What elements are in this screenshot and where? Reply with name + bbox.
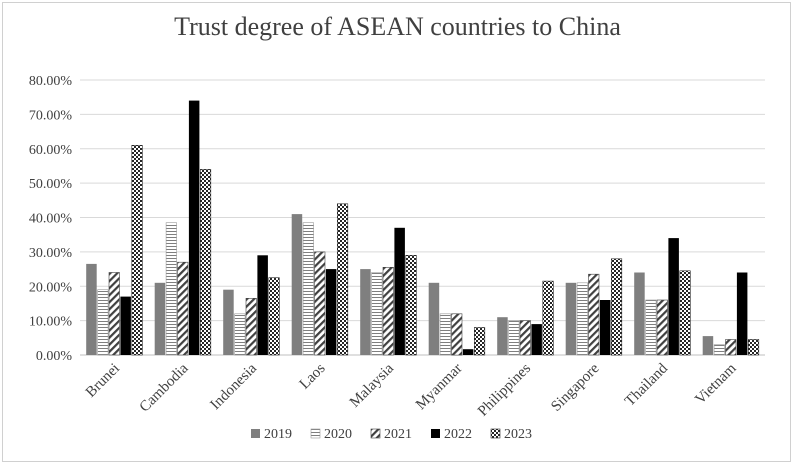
bar-2019-thailand	[634, 272, 645, 355]
bar-2019-brunei	[86, 263, 97, 355]
legend-label-2021: 2021	[384, 427, 412, 442]
bar-2021-cambodia	[177, 261, 189, 356]
y-tick-label: 10.00%	[29, 315, 73, 330]
legend-swatch-2022	[431, 429, 440, 438]
bar-2020-myanmar	[439, 313, 451, 356]
legend-label-2019: 2019	[264, 427, 292, 442]
bar-2023-brunei	[131, 145, 143, 356]
bar-2021-myanmar	[451, 313, 463, 356]
bar-2021-malaysia	[382, 266, 394, 356]
y-tick-label: 70.00%	[29, 108, 73, 123]
bar-2020-indonesia	[234, 313, 246, 356]
y-tick-label: 80.00%	[29, 74, 73, 89]
bar-2021-thailand	[656, 299, 668, 356]
bar-2023-philippines	[542, 280, 554, 356]
bar-2021-laos	[314, 251, 326, 356]
x-category-label: Singapore	[548, 360, 603, 415]
bar-2023-myanmar	[473, 327, 486, 356]
bar-2022-indonesia	[257, 255, 268, 355]
bar-2021-indonesia	[245, 297, 257, 356]
x-category-label: Brunei	[83, 361, 123, 401]
bar-2019-philippines	[497, 317, 508, 355]
bar-2023-thailand	[679, 270, 691, 356]
legend-swatch-2023	[490, 428, 501, 439]
bar-2021-brunei	[108, 272, 120, 356]
y-tick-label: 60.00%	[29, 143, 73, 158]
legend-swatch-2020	[310, 428, 321, 439]
bar-2020-vietnam	[713, 344, 725, 356]
chart-title: Trust degree of ASEAN countries to China	[174, 12, 621, 41]
bar-2020-brunei	[97, 289, 109, 356]
x-category-label: Cambodia	[137, 360, 192, 415]
bar-2019-vietnam	[702, 336, 714, 355]
y-tick-label: 30.00%	[29, 246, 73, 261]
x-axis-categories: Brunei Cambodia Indonesia Laos Malaysia Myanm…	[83, 360, 740, 419]
legend: 2019 2020 2021 2022 2023	[251, 427, 532, 442]
bar-2021-philippines	[519, 320, 531, 356]
bar-2022-cambodia	[188, 100, 200, 355]
bar-2021-vietnam	[725, 339, 737, 356]
legend-label-2022: 2022	[444, 427, 472, 442]
x-category-label: Philippines	[475, 360, 534, 419]
bar-2020-malaysia	[371, 272, 383, 356]
bar-2020-philippines	[508, 320, 520, 356]
legend-label-2023: 2023	[504, 427, 532, 442]
x-category-label: Malaysia	[347, 360, 397, 410]
bar-2023-vietnam	[747, 339, 760, 356]
bar-2022-philippines	[531, 324, 542, 355]
bar-2019-cambodia	[154, 282, 166, 355]
legend-swatch-2019	[251, 429, 260, 438]
bar-2019-myanmar	[428, 282, 440, 355]
y-tick-label: 0.00%	[36, 349, 73, 364]
bar-2023-laos	[336, 203, 349, 356]
bar-2020-laos	[302, 222, 314, 356]
x-category-label: Myanmar	[413, 361, 466, 414]
bar-2022-vietnam	[736, 272, 748, 355]
bar-2022-brunei	[120, 296, 131, 355]
bar-2019-indonesia	[223, 289, 234, 355]
bar-2020-singapore	[576, 282, 588, 356]
bars	[86, 100, 760, 356]
y-axis-ticks: 0.00% 10.00% 20.00% 30.00% 40.00% 50.00% 60.00…	[29, 74, 73, 364]
x-category-label: Indonesia	[208, 360, 261, 413]
y-tick-label: 40.00%	[29, 212, 73, 227]
bar-2023-malaysia	[405, 255, 417, 356]
x-category-label: Laos	[297, 360, 329, 392]
bar-2022-malaysia	[394, 227, 405, 355]
legend-label-2020: 2020	[324, 427, 352, 442]
bar-2022-myanmar	[462, 349, 474, 355]
bar-2020-cambodia	[165, 222, 177, 356]
bar-2019-malaysia	[360, 269, 371, 355]
bar-2023-cambodia	[200, 169, 212, 356]
bar-2022-laos	[325, 269, 337, 355]
x-category-label: Thailand	[622, 360, 671, 409]
bar-2021-singapore	[588, 273, 600, 356]
y-tick-label: 50.00%	[29, 177, 73, 192]
bar-2023-indonesia	[268, 277, 280, 356]
bar-2023-singapore	[610, 258, 623, 356]
x-category-label: Vietnam	[692, 360, 739, 407]
bar-2022-singapore	[599, 300, 611, 355]
y-tick-label: 20.00%	[29, 280, 73, 295]
bar-2019-laos	[291, 214, 303, 355]
legend-swatch-2021	[370, 428, 381, 439]
bar-2019-singapore	[565, 282, 577, 355]
bar-2020-thailand	[645, 299, 657, 356]
bar-2022-thailand	[668, 238, 679, 355]
